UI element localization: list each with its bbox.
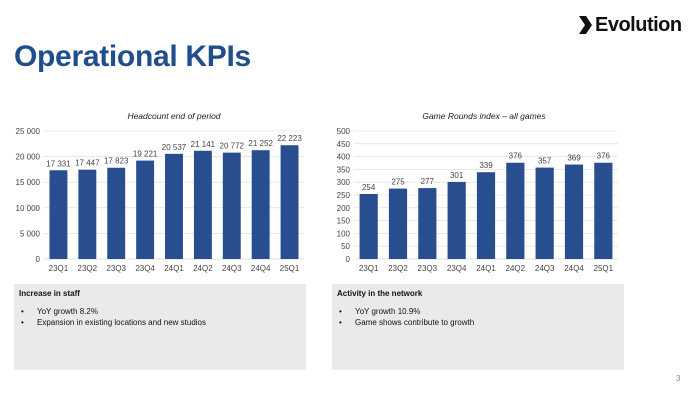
game-rounds-x-tick-label: 24Q4 [564,264,584,273]
headcount-bar [280,145,299,259]
page-title: Operational KPIs [14,40,251,73]
headcount-bar [222,152,241,259]
network-box-list: • YoY growth 10.9% • Game shows contribute… [337,306,619,328]
game-rounds-y-tick-label: 250 [337,191,351,200]
game-rounds-x-tick-label: 24Q3 [535,264,555,273]
game-rounds-data-label: 301 [450,171,464,180]
game-rounds-chart-title: Game Rounds index – all games [422,111,546,121]
bullet: • [339,318,342,327]
game-rounds-y-tick-label: 200 [337,204,351,213]
headcount-bar [49,170,68,259]
headcount-bar [78,169,97,259]
headcount-x-tick-label: 23Q3 [106,264,126,273]
game-rounds-bar [447,181,466,259]
headcount-x-tick-label: 24Q3 [222,264,242,273]
headcount-data-label: 21 252 [248,139,273,148]
headcount-y-tick-label: 5 000 [20,229,41,238]
headcount-x-tick-label: 24Q2 [193,264,213,273]
headcount-y-tick-label: 15 000 [16,178,41,187]
game-rounds-data-label: 254 [362,183,376,192]
game-rounds-y-tick-label: 0 [346,255,351,264]
game-rounds-y-tick-label: 100 [337,229,351,238]
game-rounds-bar [418,188,437,259]
game-rounds-bar [388,188,408,259]
staff-box-heading: Increase in staff [19,289,80,298]
game-rounds-x-tick-label: 23Q4 [447,264,467,273]
game-rounds-data-label: 339 [479,161,493,170]
game-rounds-bar [359,193,378,259]
headcount-chart: Headcount end of period 0 5 000 10 000 15 00… [16,111,304,273]
network-box-item-text: Game shows contribute to growth [355,318,475,327]
logo-text: Evolution [595,14,682,36]
page-number: 3 [676,374,681,383]
game-rounds-bar [594,162,613,259]
headcount-data-label: 19 221 [133,150,158,159]
network-box-heading: Activity in the network [337,289,423,298]
evolution-logo-icon [579,16,592,34]
headcount-chart-title: Headcount end of period [127,111,220,121]
headcount-y-tick-label: 20 000 [16,153,41,162]
game-rounds-data-label: 275 [391,178,405,187]
headcount-data-label: 17 331 [46,159,71,168]
game-rounds-data-label: 277 [421,177,435,186]
headcount-y-tick-label: 10 000 [16,204,41,213]
headcount-bar [251,150,270,259]
game-rounds-x-tick-label: 23Q3 [418,264,438,273]
game-rounds-y-tick-label: 50 [341,242,350,251]
headcount-data-label: 20 537 [162,143,187,152]
headcount-bar [107,167,126,259]
game-rounds-x-tick-label: 24Q1 [476,264,496,273]
headcount-x-tick-label: 24Q4 [251,264,271,273]
game-rounds-x-tick-label: 23Q2 [388,264,408,273]
staff-box-item: • YoY growth 8.2% [19,306,301,317]
game-rounds-data-label: 376 [597,152,611,161]
network-activity-box: Activity in the network • YoY growth 10.9… [332,284,624,370]
game-rounds-bar [476,172,496,259]
headcount-data-label: 20 772 [220,142,245,151]
staff-box-item: • Expansion in existing locations and new… [19,317,301,328]
network-box-item-text: YoY growth 10.9% [355,307,421,316]
game-rounds-y-tick-label: 350 [337,165,351,174]
game-rounds-y-tick-label: 450 [337,140,351,149]
staff-box-item-text: YoY growth 8.2% [37,307,98,316]
headcount-data-label: 21 141 [191,140,216,149]
staff-box-item-text: Expansion in existing locations and new … [37,318,206,327]
network-box-item: • Game shows contribute to growth [337,317,619,328]
game-rounds-y-tick-label: 500 [337,127,351,136]
game-rounds-y-tick-label: 400 [337,153,351,162]
headcount-x-tick-label: 25Q1 [280,264,300,273]
game-rounds-data-label: 369 [567,154,581,163]
headcount-bar [136,160,155,259]
game-rounds-data-label: 357 [538,157,552,166]
game-rounds-data-label: 376 [509,152,523,161]
headcount-x-tick-label: 24Q1 [164,264,184,273]
headcount-y-tick-label: 0 [36,255,41,264]
staff-increase-box: Increase in staff • YoY growth 8.2% • Expa… [14,284,306,370]
game-rounds-x-tick-label: 25Q1 [594,264,614,273]
headcount-x-tick-label: 23Q1 [49,264,69,273]
headcount-y-tick-label: 25 000 [16,127,41,136]
headcount-data-label: 22 223 [277,134,302,143]
headcount-x-tick-label: 23Q4 [135,264,155,273]
network-box-item: • YoY growth 10.9% [337,306,619,317]
bullet: • [21,307,24,316]
headcount-data-label: 17 447 [75,159,100,168]
game-rounds-bar [506,162,525,259]
game-rounds-bar [564,164,584,259]
headcount-x-tick-label: 23Q2 [78,264,98,273]
game-rounds-y-tick-label: 300 [337,178,351,187]
bullet: • [21,318,24,327]
evolution-logo: Evolution [577,12,682,38]
headcount-bar [193,150,212,259]
game-rounds-bar [535,167,554,259]
headcount-bar [165,153,183,259]
staff-box-list: • YoY growth 8.2% • Expansion in existing … [19,306,301,328]
game-rounds-x-tick-label: 23Q1 [359,264,379,273]
bullet: • [339,307,342,316]
game-rounds-chart: Game Rounds index – all games 0 50 100 150 20… [337,111,618,273]
game-rounds-y-tick-label: 150 [337,217,351,226]
headcount-data-label: 17 823 [104,157,129,166]
game-rounds-x-tick-label: 24Q2 [506,264,526,273]
